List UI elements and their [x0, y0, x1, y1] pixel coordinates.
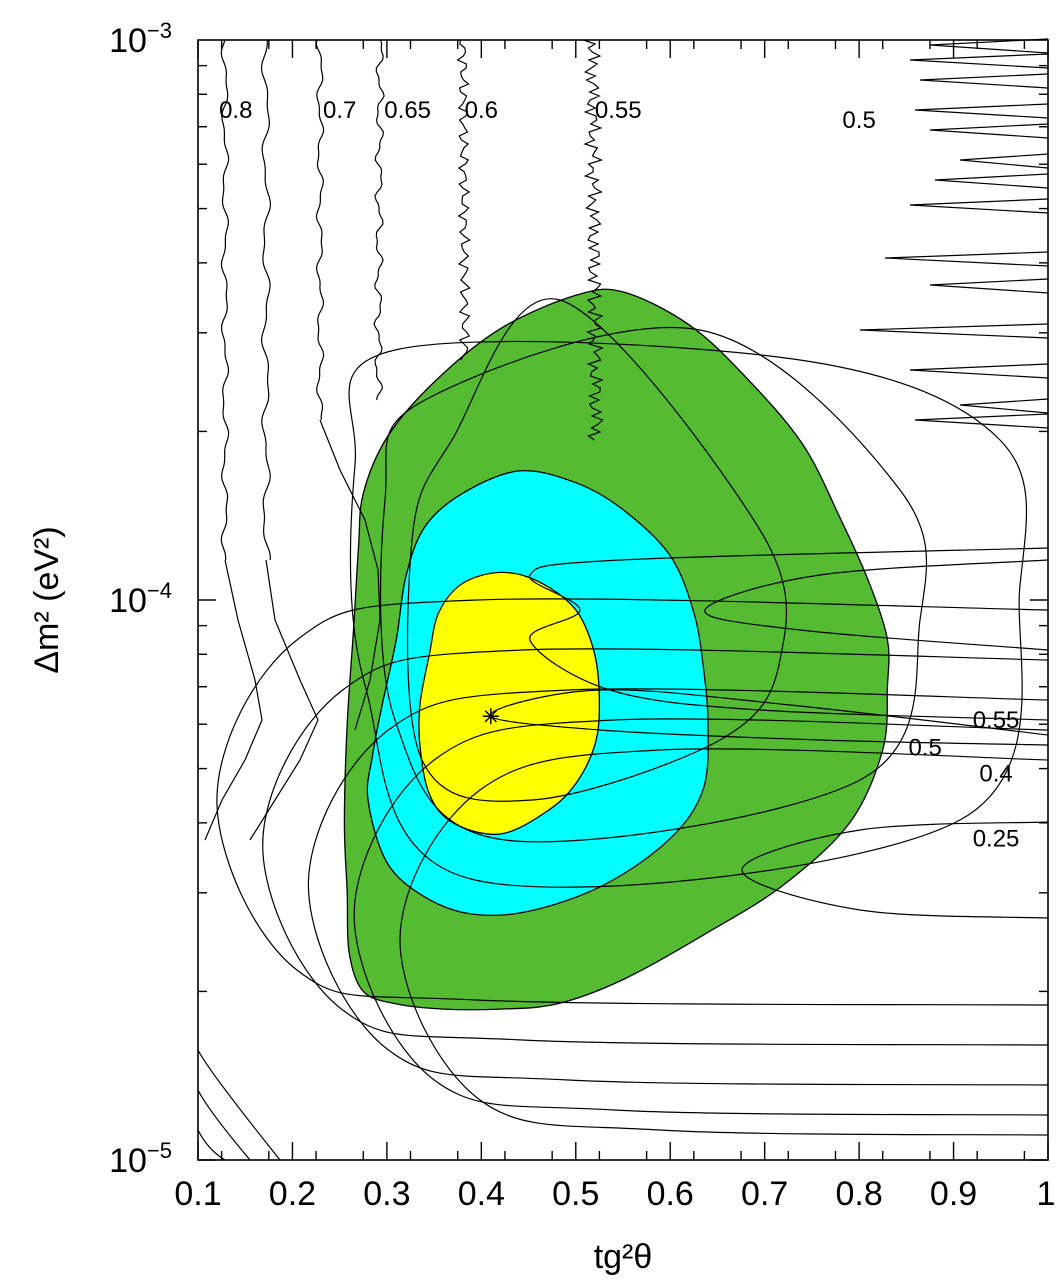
contour-line-0.55	[583, 39, 604, 441]
contour-line-nested	[216, 598, 1049, 1006]
contour-line-0.5-spike	[859, 323, 1049, 339]
contour-label: 0.7	[323, 97, 356, 124]
contour-line-0.8	[220, 39, 230, 561]
contour-line-0.75	[260, 39, 272, 561]
contour-line-spike	[704, 559, 1049, 651]
x-tick-label: 0.4	[458, 1175, 505, 1213]
x-tick-label: 0.9	[930, 1175, 977, 1213]
contour-line-0.7	[315, 39, 325, 421]
x-tick-label: 0.7	[741, 1175, 788, 1213]
contour-line-0.65	[373, 39, 385, 401]
contour-label: 0.65	[384, 97, 431, 124]
contour-label: 0.6	[465, 97, 498, 124]
contour-line-0.5-spike	[934, 173, 1049, 189]
contour-line-0.5-spike	[909, 198, 1049, 214]
contour-line-0.5-spike	[929, 38, 1049, 54]
contour-label: 0.5	[909, 735, 942, 762]
contour-line-0.5-spike	[919, 73, 1049, 89]
contour-label: 0.5	[842, 107, 875, 134]
contour-line-0.7-lower	[319, 419, 381, 731]
contour-line-0.5-spike	[929, 278, 1049, 294]
y-tick-label: 10−4	[109, 578, 172, 620]
contour-line-0.8-lower	[204, 559, 263, 841]
contour-label: 0.4	[979, 760, 1012, 787]
contour-line-spike	[529, 547, 1049, 721]
y-tick-labels: 10−5 10−4 10−3	[109, 18, 172, 1180]
contour-line-nested	[307, 688, 1049, 1086]
contour-label: 0.25	[973, 826, 1020, 853]
contour-line-0.6	[456, 39, 471, 361]
contour-line-0.5-spike	[929, 123, 1049, 139]
contour-line-0.5-spike	[914, 103, 1049, 119]
contour-lines	[197, 38, 1049, 1161]
contour-line-oval	[406, 298, 788, 802]
best-fit-asterisk-stroke	[484, 710, 497, 723]
x-tick-label: 0.1	[174, 1175, 221, 1213]
y-axis-title: Δm² (eV²)	[28, 526, 66, 673]
x-tick-label: 0.8	[835, 1175, 882, 1213]
y-tick-label: 10−3	[109, 18, 172, 60]
x-tick-labels: 0.1 0.2 0.3 0.4 0.5 0.6 0.7 0.8 0.9 1	[174, 1175, 1055, 1213]
allowed-region-inner	[418, 571, 601, 836]
contour-line-0.5-spike	[959, 398, 1049, 414]
contour-line-nested	[353, 718, 1049, 1116]
contour-line-0.5-spike	[909, 363, 1049, 379]
contour-label: 0.55	[973, 707, 1020, 734]
contour-labels: 0.8 0.7 0.65 0.6 0.55 0.5 0.55 0.5 0.4 0.25	[219, 97, 1019, 853]
contour-label: 0.8	[219, 97, 252, 124]
x-tick-label: 0.3	[363, 1175, 410, 1213]
contour-line-nested	[399, 748, 1049, 1136]
x-axis-title: tg²θ	[594, 1238, 653, 1276]
y-tick-label: 10−5	[109, 1138, 172, 1180]
contour-label: 0.55	[595, 97, 642, 124]
contour-line-corner	[197, 1089, 251, 1161]
contour-line-nested	[262, 648, 1049, 1046]
contour-line-oval	[348, 340, 1028, 888]
contour-line-0.5-spike	[914, 413, 1049, 429]
x-tick-label: 0.5	[552, 1175, 599, 1213]
x-tick-label: 0.2	[269, 1175, 316, 1213]
x-tick-label: 0.6	[647, 1175, 694, 1213]
contour-line-corner	[197, 1049, 281, 1161]
contour-line-0.5-spike	[909, 53, 1049, 69]
plot-frame	[197, 39, 1049, 1161]
contour-line-oval	[379, 326, 928, 843]
contour-line-0.5-spike	[884, 251, 1049, 267]
contour-line-0.25	[741, 821, 1049, 919]
contour-line-0.75-lower	[249, 559, 319, 841]
contour-line-0.5-spike	[959, 153, 1049, 169]
best-fit-marker	[482, 708, 499, 725]
x-tick-label: 1	[1037, 1175, 1056, 1213]
